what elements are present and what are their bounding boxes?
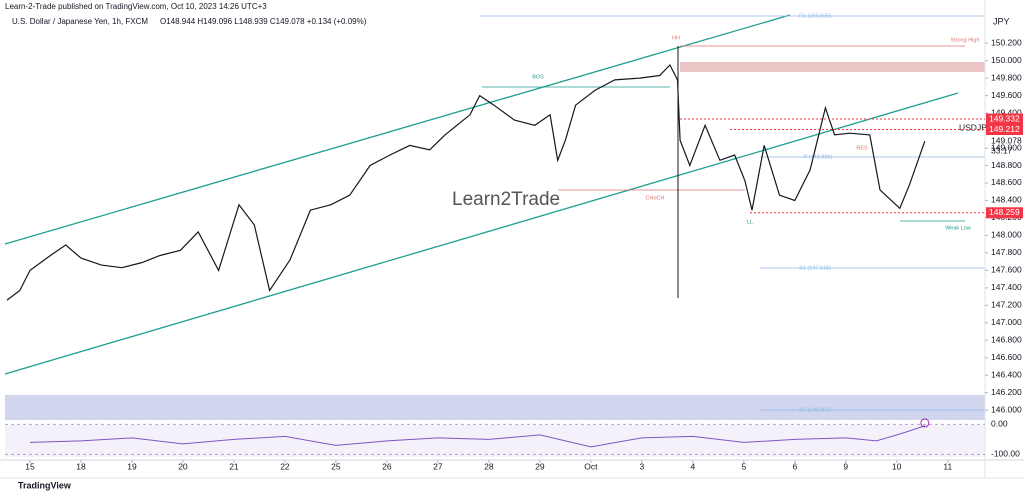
channel-lower	[4, 92, 959, 375]
x-tick-label: 25	[331, 461, 341, 471]
price-label-box	[986, 113, 1023, 125]
price-label-box	[986, 207, 1023, 219]
annotation: CHoCH	[646, 195, 665, 201]
annotation: HH	[672, 35, 680, 41]
last-price: 149.078	[991, 135, 1022, 145]
y-tick-label: 146.000	[991, 404, 1022, 414]
x-tick-label: 15	[25, 461, 35, 471]
x-tick-label: 4	[690, 461, 695, 471]
symbol-title: U.S. Dollar / Japanese Yen, 1h, FXCM	[12, 17, 148, 26]
footer-brand: TradingView	[18, 480, 72, 490]
rsi-tick-label: 0.00	[991, 419, 1008, 429]
annotation: S1 (147.618)	[799, 265, 831, 271]
y-tick-label: 150.000	[991, 55, 1022, 65]
rsi-line	[29, 425, 925, 448]
annotation: LL	[747, 219, 753, 225]
y-tick-label: 146.600	[991, 352, 1022, 362]
y-tick-label: 146.800	[991, 335, 1022, 345]
supply-zone	[680, 62, 985, 72]
price-label-box	[986, 124, 1023, 136]
y-tick-label: 147.800	[991, 247, 1022, 257]
y-tick-label: 149.400	[991, 107, 1022, 117]
price-label: 149.332	[989, 113, 1020, 123]
annotation: Weak Low	[945, 225, 971, 231]
currency: JPY	[993, 16, 1010, 26]
y-tick-label: 150.200	[991, 37, 1022, 47]
y-tick-label: 147.600	[991, 265, 1022, 275]
annotation: Strong High	[950, 37, 979, 43]
x-tick-label: 26	[382, 461, 392, 471]
y-tick-label: 147.200	[991, 300, 1022, 310]
channel-upper	[4, 14, 791, 245]
price-label: 149.212	[989, 124, 1020, 134]
y-tick-label: 146.400	[991, 369, 1022, 379]
demand-zone	[5, 395, 985, 420]
x-tick-label: 3	[639, 461, 644, 471]
y-tick-label: 147.000	[991, 317, 1022, 327]
annotation: RES	[856, 145, 868, 151]
x-tick-label: 28	[484, 461, 494, 471]
symbol-label: USDJPY	[959, 122, 993, 132]
annotation: R1 (150.505)	[799, 13, 831, 19]
x-tick-label: 22	[280, 461, 290, 471]
x-tick-label: 21	[229, 461, 239, 471]
y-tick-label: 148.600	[991, 177, 1022, 187]
rsi-tick-label: -100.00	[991, 449, 1020, 459]
x-tick-label: 20	[178, 461, 188, 471]
price-line	[6, 63, 926, 301]
header: Learn-2-Trade published on TradingView.c…	[5, 2, 267, 11]
countdown: 33:17	[991, 145, 1013, 155]
y-tick-label: 147.400	[991, 282, 1022, 292]
x-tick-label: 18	[76, 461, 86, 471]
ohlc: O148.944 H149.096 L148.939 C149.078 +0.1…	[160, 17, 367, 26]
annotation: S2 (146.002)	[799, 407, 831, 413]
rsi-marker	[920, 418, 930, 428]
annotation: BOS	[532, 74, 544, 80]
x-tick-label: 27	[433, 461, 443, 471]
rsi-pane	[5, 425, 985, 457]
annotation: P (148.889)	[804, 154, 833, 160]
x-tick-label: 5	[741, 461, 746, 471]
x-tick-label: 6	[792, 461, 797, 471]
y-tick-label: 146.200	[991, 387, 1022, 397]
x-tick-label: 10	[892, 461, 902, 471]
y-tick-label: 149.000	[991, 142, 1022, 152]
x-tick-label: Oct	[584, 461, 598, 471]
watermark-logo: Learn2Trade	[452, 189, 560, 210]
x-tick-label: 19	[127, 461, 137, 471]
x-tick-label: 29	[535, 461, 545, 471]
x-tick-label: 9	[843, 461, 848, 471]
y-tick-label: 148.800	[991, 160, 1022, 170]
price-label: 148.259	[989, 207, 1020, 217]
y-tick-label: 148.400	[991, 195, 1022, 205]
y-tick-label: 149.800	[991, 72, 1022, 82]
y-tick-label: 148.000	[991, 230, 1022, 240]
x-tick-label: 11	[943, 461, 952, 471]
y-tick-label: 149.600	[991, 90, 1022, 100]
